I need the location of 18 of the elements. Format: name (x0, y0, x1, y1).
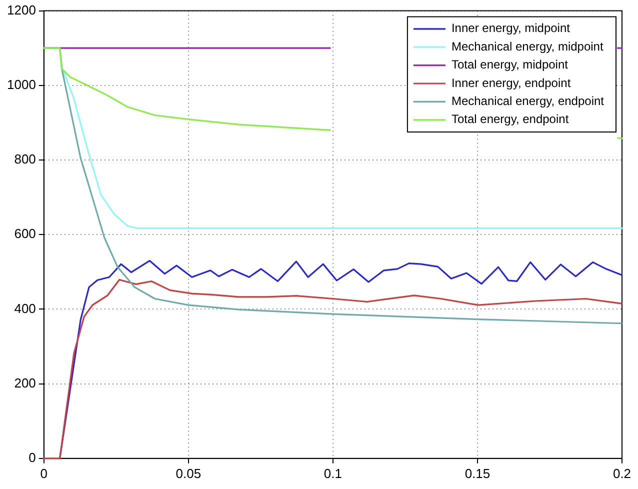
x-tick-label: 0.1 (324, 466, 342, 481)
y-tick-label: 0 (28, 450, 36, 465)
y-tick-label: 1200 (7, 2, 36, 18)
x-tick-label: 0 (40, 466, 48, 481)
y-tick-label: 200 (14, 375, 36, 390)
legend-label: Total energy, midpoint (451, 58, 569, 72)
y-tick-label: 600 (14, 226, 36, 242)
y-tick-label: 1000 (7, 76, 36, 92)
legend-label: Mechanical energy, midpoint (451, 39, 604, 54)
y-tick-label: 400 (14, 300, 36, 316)
legend-label: Total energy, endpoint (451, 112, 570, 126)
legend-label: Inner energy, midpoint (451, 21, 571, 36)
x-tick-label: 0.2 (612, 466, 632, 481)
legend-label: Inner energy, endpoint (451, 76, 572, 90)
x-tick-label: 0.15 (464, 466, 490, 481)
x-tick-label: 0.05 (176, 466, 202, 481)
legend-label: Mechanical energy, endpoint (451, 94, 605, 108)
y-tick-label: 800 (14, 152, 36, 167)
